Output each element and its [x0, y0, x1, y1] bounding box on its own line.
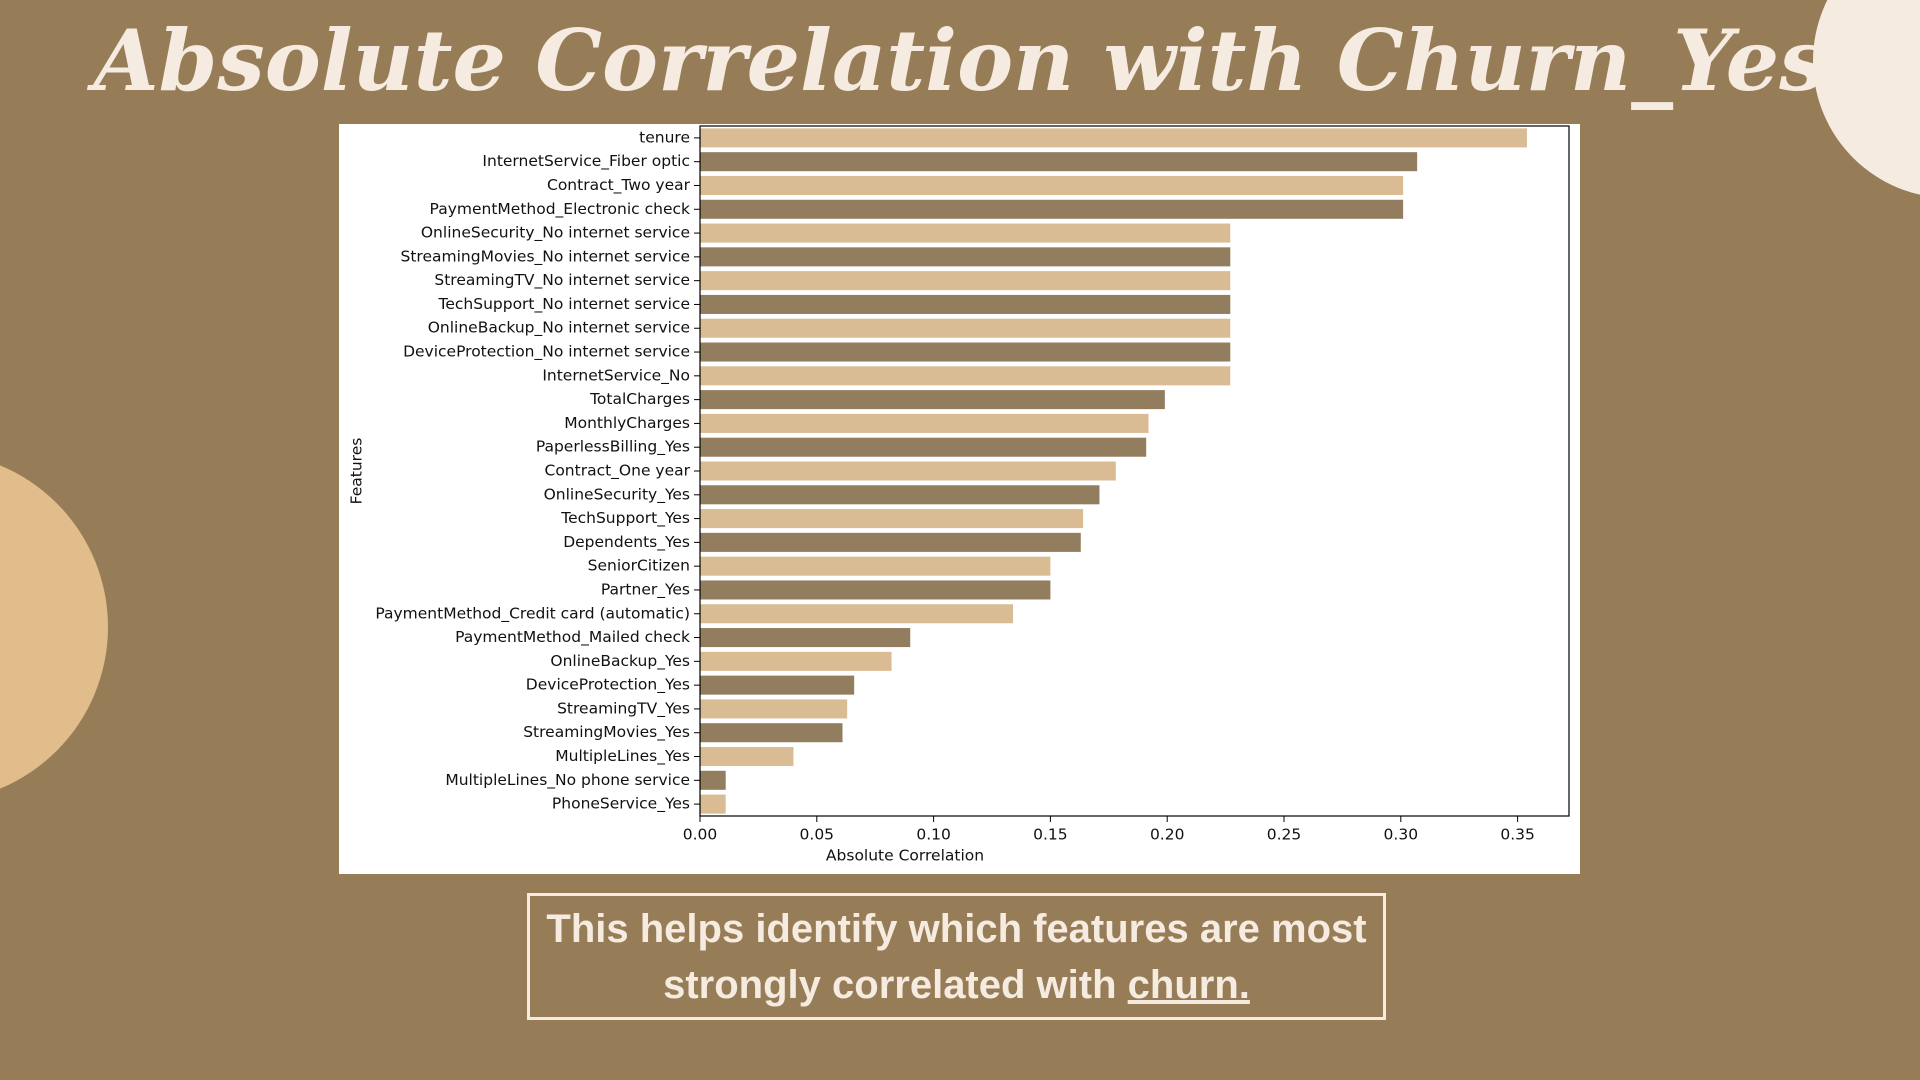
y-tick-label: DeviceProtection_Yes [526, 676, 690, 695]
bar [700, 747, 794, 767]
caption-text: This helps identify which features are m… [546, 906, 1367, 1007]
bar [700, 342, 1231, 362]
chart-title: Absolute Correlation with Churn_Yes [87, 11, 1827, 110]
y-tick-label: PaymentMethod_Electronic check [430, 200, 690, 219]
bar [700, 247, 1231, 267]
bar [700, 628, 911, 648]
y-tick-label: StreamingMovies_Yes [523, 723, 690, 742]
x-tick-label: 0.25 [1267, 826, 1302, 844]
bar [700, 390, 1165, 410]
bar [700, 271, 1231, 291]
y-tick-label: OnlineSecurity_Yes [544, 485, 690, 504]
bar [700, 223, 1231, 243]
y-tick-label: TechSupport_No internet service [438, 295, 690, 314]
bar [700, 366, 1231, 386]
y-tick-label: Partner_Yes [601, 580, 690, 599]
y-tick-label: MonthlyCharges [564, 414, 690, 432]
x-tick-label: 0.10 [916, 826, 951, 844]
y-tick-label: TechSupport_Yes [560, 509, 690, 528]
y-tick-label: InternetService_No [542, 366, 690, 385]
x-tick-label: 0.20 [1150, 826, 1185, 844]
bar [700, 509, 1084, 529]
x-tick-label: 0.00 [683, 826, 718, 844]
y-tick-label: PhoneService_Yes [552, 795, 690, 814]
bar [700, 413, 1149, 433]
decor-circle [0, 465, 108, 789]
y-tick-label: DeviceProtection_No internet service [403, 343, 690, 362]
y-tick-label: PaperlessBilling_Yes [536, 438, 690, 457]
x-axis-label: Absolute Correlation [826, 847, 984, 865]
y-tick-label: StreamingMovies_No internet service [401, 247, 690, 266]
bar [700, 175, 1404, 195]
y-tick-label: Contract_Two year [547, 176, 691, 195]
bar [700, 485, 1100, 505]
bar [700, 723, 843, 743]
y-tick-label: SeniorCitizen [588, 557, 690, 575]
y-tick-label: InternetService_Fiber optic [482, 152, 690, 171]
bar [700, 651, 892, 671]
x-tick-label: 0.30 [1384, 826, 1419, 844]
bar [700, 318, 1231, 338]
y-tick-label: MultipleLines_No phone service [445, 771, 690, 790]
y-tick-label: PaymentMethod_Mailed check [455, 628, 690, 647]
bar [700, 604, 1014, 624]
y-tick-label: tenure [639, 128, 690, 146]
x-tick-label: 0.05 [800, 826, 835, 844]
bar [700, 152, 1418, 172]
y-axis-label: Features [348, 438, 366, 505]
bar [700, 675, 855, 695]
bar [700, 699, 848, 719]
y-tick-label: StreamingTV_No internet service [434, 271, 690, 290]
x-tick-label: 0.35 [1500, 826, 1535, 844]
y-tick-label: OnlineBackup_Yes [550, 652, 690, 671]
decor-circle [1813, 0, 1920, 195]
y-tick-label: StreamingTV_Yes [557, 699, 690, 718]
caption: This helps identify which features are m… [527, 893, 1386, 1020]
y-tick-label: PaymentMethod_Credit card (automatic) [375, 604, 690, 623]
bar [700, 199, 1404, 219]
bar [700, 437, 1147, 457]
y-tick-label: Contract_One year [545, 462, 691, 481]
y-tick-label: OnlineBackup_No internet service [428, 319, 690, 338]
y-tick-label: OnlineSecurity_No internet service [421, 224, 690, 243]
bar [700, 532, 1081, 552]
bar [700, 794, 726, 814]
y-tick-label: Dependents_Yes [563, 533, 690, 552]
y-tick-label: MultipleLines_Yes [555, 747, 690, 766]
y-tick-label: TotalCharges [589, 390, 690, 408]
bar [700, 128, 1527, 148]
caption-highlight: churn. [1127, 962, 1250, 1007]
plot-frame [699, 125, 1570, 817]
bar [700, 294, 1231, 314]
bar [700, 770, 726, 790]
bar [700, 556, 1051, 576]
bar [700, 580, 1051, 600]
x-tick-label: 0.15 [1033, 826, 1068, 844]
bar [700, 461, 1116, 481]
